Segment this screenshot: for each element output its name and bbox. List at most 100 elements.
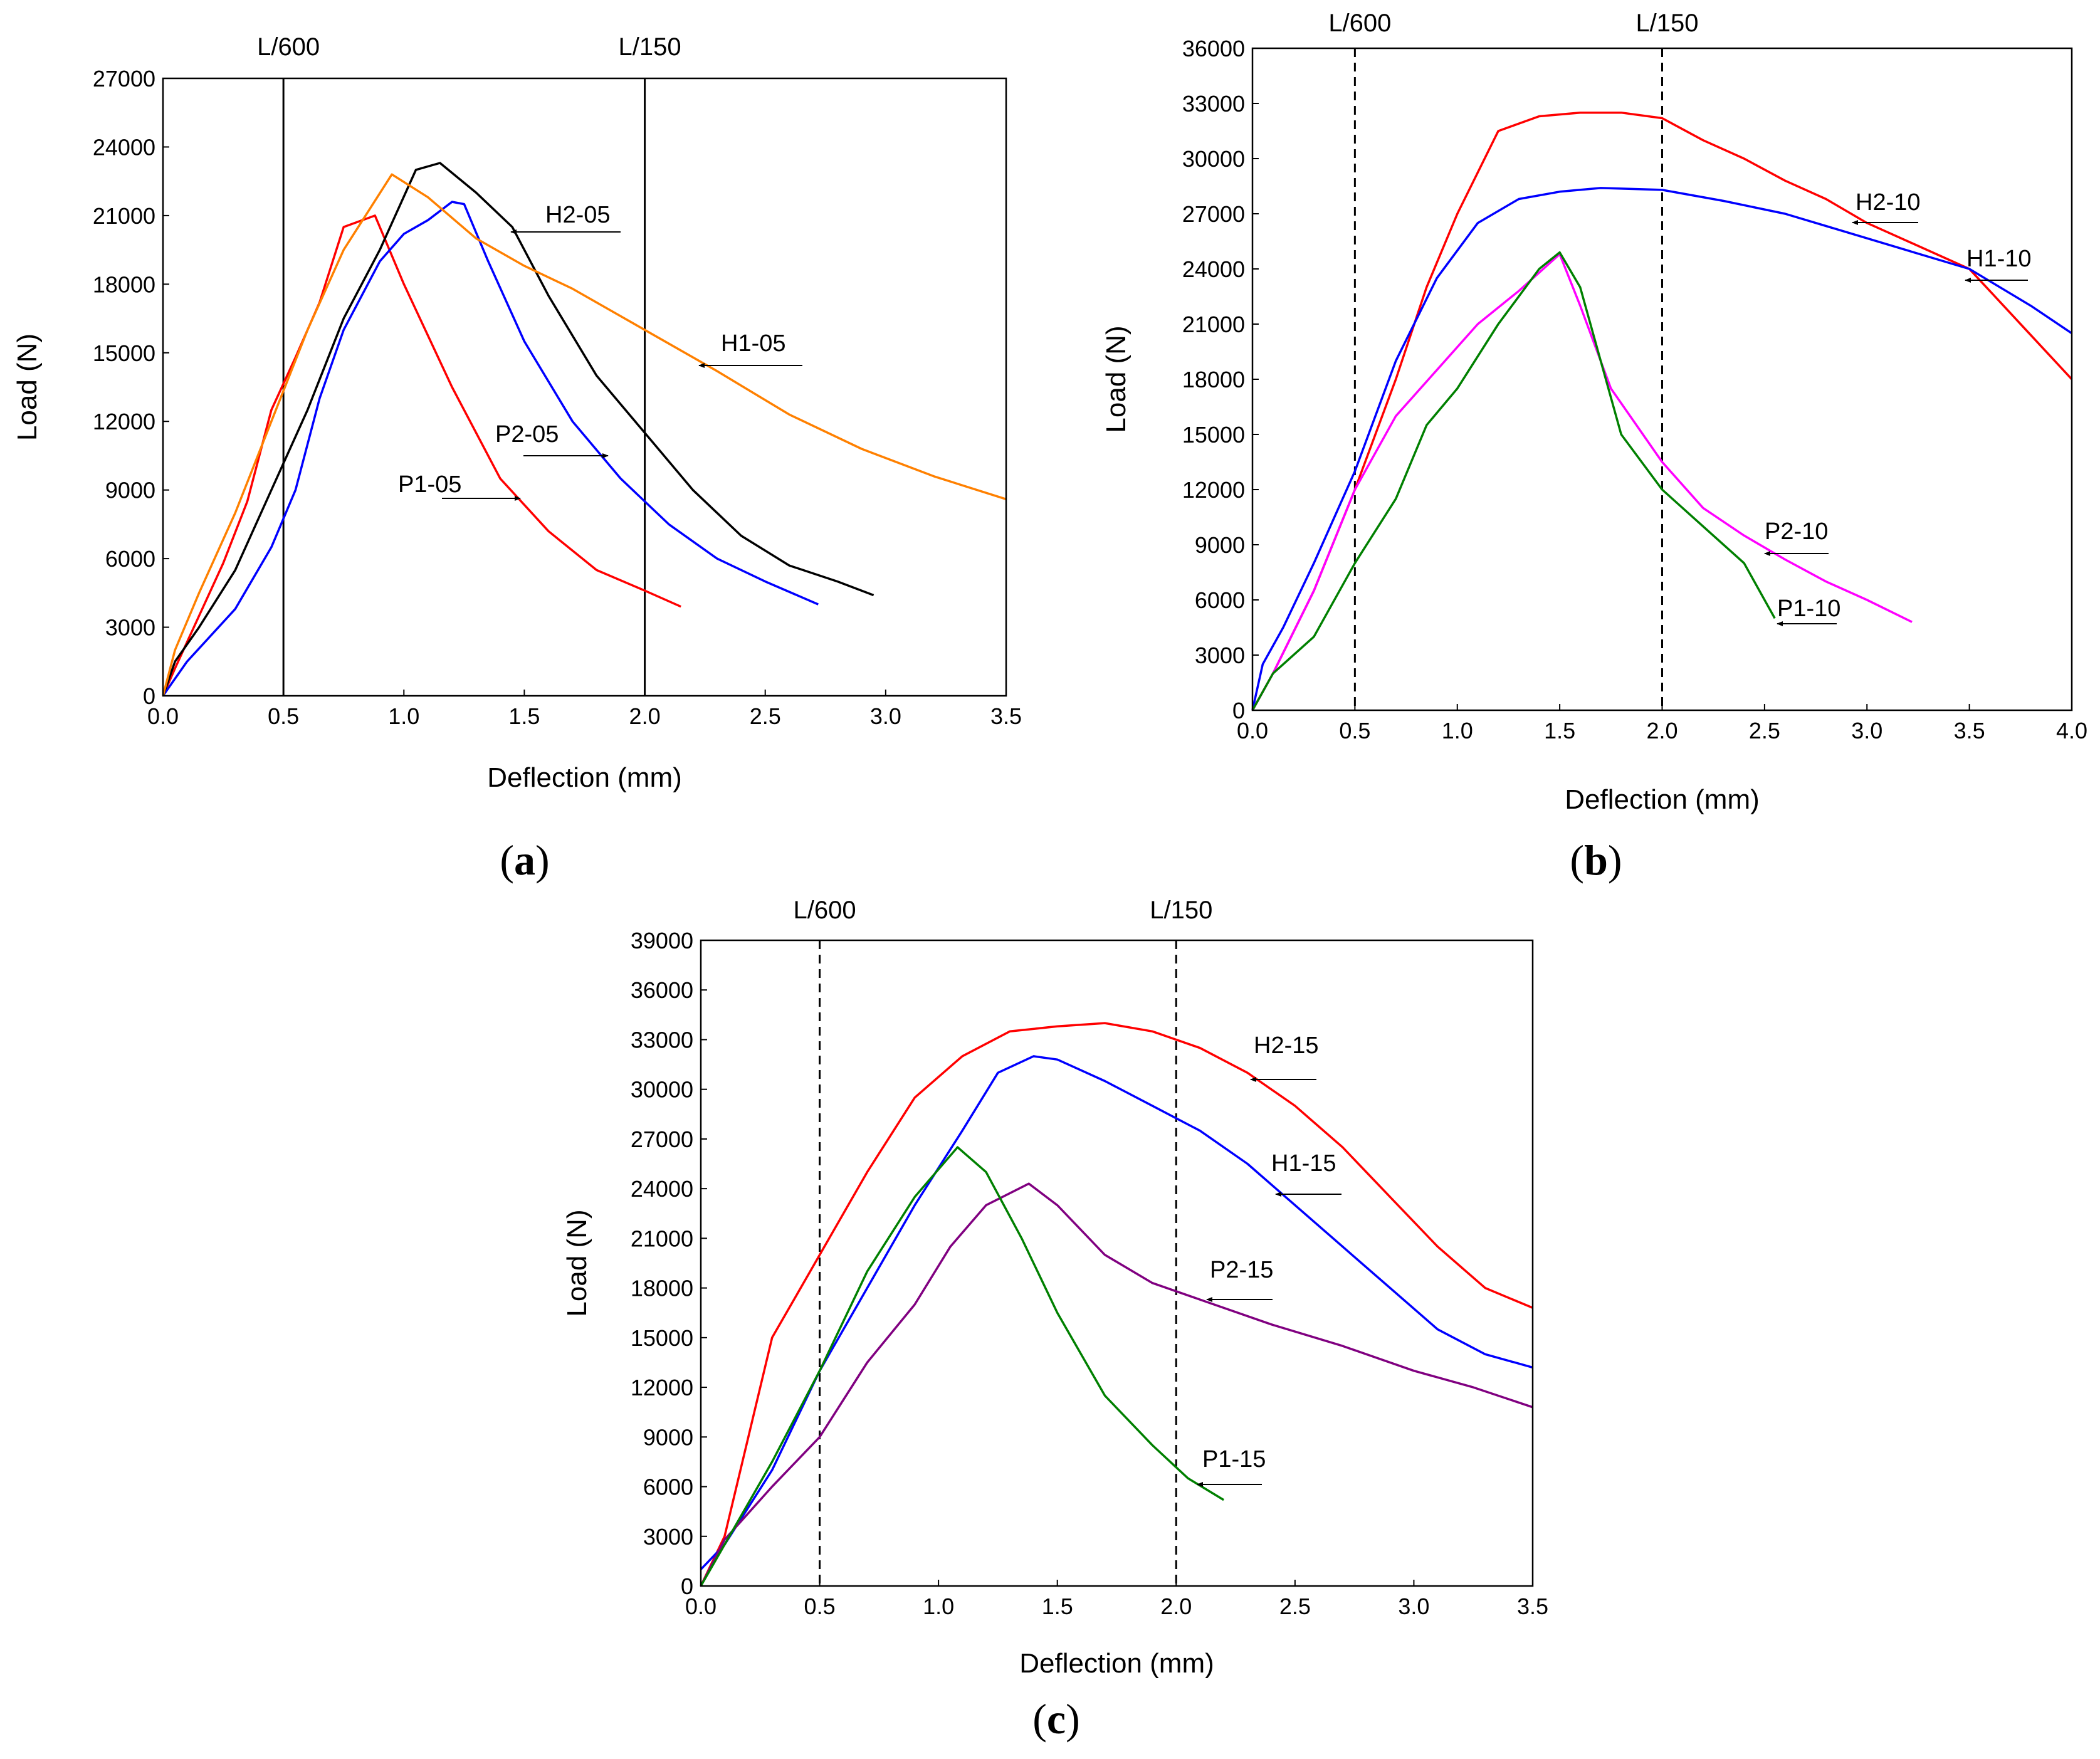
series-line-p2-10	[1251, 253, 1913, 711]
y-tick-label: 15000	[631, 1325, 693, 1351]
panel-c: 0.0 0.5 1.0 1.5 2.0 2.5 3.0 3.5 0 3000 6000 9000 120…	[562, 896, 1548, 1679]
y-tick-label: 21000	[1182, 312, 1245, 337]
annotation-p2-10: P2-10	[1765, 518, 1828, 545]
y-tick-label: 15000	[1182, 422, 1245, 448]
y-tick-label: 36000	[1182, 36, 1245, 61]
panel-label-b: (b)	[1570, 836, 1622, 884]
x-tick-label: 2.0	[629, 703, 661, 729]
y-tick-label: 3000	[105, 615, 155, 641]
y-tick-label: 30000	[1182, 146, 1245, 172]
plot-frame	[1251, 47, 2073, 711]
x-tick-label: 2.0	[1160, 1594, 1192, 1619]
x-tick-label: 3.5	[990, 703, 1022, 729]
annotation-p1-10: P1-10	[1777, 596, 1840, 622]
panel-a: 0.0 0.5 1.0 1.5 2.0 2.5 3.0 3.5 0 3000 6000 9000 120…	[12, 33, 1022, 793]
annotation-p1-05: P1-05	[398, 471, 461, 498]
y-tick-label: 27000	[631, 1126, 693, 1152]
y-tick-label: 27000	[1182, 201, 1245, 227]
y-axis-title: Load (N)	[1101, 325, 1131, 433]
y-tick-label: 3000	[643, 1524, 693, 1550]
x-axis-title: Deflection (mm)	[1565, 784, 1760, 815]
y-tick-label: 33000	[1182, 91, 1245, 117]
y-tick-label: 9000	[1195, 532, 1245, 558]
x-axis-title: Deflection (mm)	[487, 762, 682, 793]
plot-frame	[162, 77, 1007, 697]
x-tick-label: 1.5	[1042, 1594, 1073, 1619]
annotation-h1-10: H1-10	[1966, 246, 2032, 272]
x-tick-label: 3.0	[1851, 718, 1882, 743]
x-tick-label: 0.5	[804, 1594, 836, 1619]
series-line-p1-10	[1251, 251, 1776, 711]
plot-frame	[700, 939, 1534, 1587]
reference-line-label: L/600	[794, 896, 856, 924]
x-tick-label: 0.0	[147, 703, 179, 729]
series-line-h2-10	[1251, 111, 2073, 711]
y-tick-label: 24000	[93, 134, 155, 160]
y-tick-label: 0	[681, 1573, 693, 1599]
series-line-p1-05	[162, 214, 681, 696]
series-line-h2-05	[162, 162, 874, 696]
panel-label-a: (a)	[500, 836, 549, 884]
x-tick-label: 0.5	[268, 703, 299, 729]
reference-line-label: L/150	[619, 33, 681, 61]
y-tick-label: 12000	[93, 409, 155, 434]
panel-b: 0.0 0.5 1.0 1.5 2.0 2.5 3.0 3.5 4.0 0 3000 6000 9000…	[1101, 9, 2087, 815]
reference-line-label: L/600	[1328, 9, 1391, 37]
y-axis-title: Load (N)	[562, 1209, 592, 1316]
series-line-p2-05	[162, 201, 819, 697]
series-line-h1-10	[1251, 187, 2072, 711]
y-tick-label: 6000	[1195, 587, 1245, 613]
y-tick-label: 24000	[631, 1176, 693, 1202]
x-tick-label: 2.5	[1749, 718, 1780, 743]
y-tick-label: 12000	[1182, 477, 1245, 503]
y-tick-label: 39000	[631, 928, 693, 953]
annotation-h1-15: H1-15	[1271, 1150, 1336, 1177]
y-tick-label: 24000	[1182, 256, 1245, 282]
annotation-h2-10: H2-10	[1856, 189, 1921, 216]
x-tick-label: 3.5	[1954, 718, 1985, 743]
x-tick-label: 4.0	[2056, 718, 2087, 743]
y-tick-label: 0	[143, 683, 155, 709]
series-line-p1-15	[700, 1146, 1225, 1587]
y-tick-label: 9000	[643, 1424, 693, 1450]
series-line-h1-05	[162, 173, 1007, 696]
y-tick-label: 6000	[643, 1474, 693, 1500]
x-tick-label: 1.5	[508, 703, 540, 729]
x-tick-label: 3.0	[870, 703, 901, 729]
y-tick-label: 27000	[93, 66, 155, 92]
y-tick-label: 12000	[631, 1375, 693, 1400]
panel-label-c: (c)	[1032, 1695, 1080, 1743]
y-tick-label: 33000	[631, 1027, 693, 1053]
y-axis-title: Load (N)	[12, 333, 43, 441]
x-tick-label: 0.5	[1339, 718, 1370, 743]
annotation-h2-15: H2-15	[1254, 1032, 1319, 1059]
reference-line-label: L/150	[1635, 9, 1698, 37]
y-tick-label: 18000	[1182, 367, 1245, 392]
x-tick-label: 1.0	[388, 703, 419, 729]
x-tick-label: 0.0	[1237, 718, 1268, 743]
series-line-h2-15	[700, 1022, 1533, 1587]
annotation-p1-15: P1-15	[1202, 1446, 1266, 1473]
annotation-h2-05: H2-05	[545, 202, 611, 228]
y-tick-label: 30000	[631, 1077, 693, 1103]
annotation-p2-15: P2-15	[1210, 1257, 1273, 1283]
series-line-p2-15	[700, 1182, 1533, 1587]
series-line-h1-15	[700, 1055, 1533, 1570]
x-tick-label: 2.5	[750, 703, 781, 729]
y-tick-label: 18000	[93, 271, 155, 297]
y-tick-label: 21000	[93, 203, 155, 229]
reference-line-label: L/600	[257, 33, 320, 61]
y-tick-label: 36000	[631, 977, 693, 1003]
annotation-p2-05: P2-05	[495, 421, 559, 448]
y-tick-label: 21000	[631, 1226, 693, 1251]
y-tick-label: 6000	[105, 546, 155, 572]
x-tick-label: 3.0	[1398, 1594, 1429, 1619]
y-tick-label: 9000	[105, 478, 155, 503]
x-tick-label: 1.0	[923, 1594, 954, 1619]
x-tick-label: 1.5	[1544, 718, 1575, 743]
x-tick-label: 1.0	[1442, 718, 1473, 743]
x-tick-label: 2.5	[1279, 1594, 1311, 1619]
annotation-h1-05: H1-05	[721, 330, 786, 357]
x-tick-label: 2.0	[1646, 718, 1677, 743]
